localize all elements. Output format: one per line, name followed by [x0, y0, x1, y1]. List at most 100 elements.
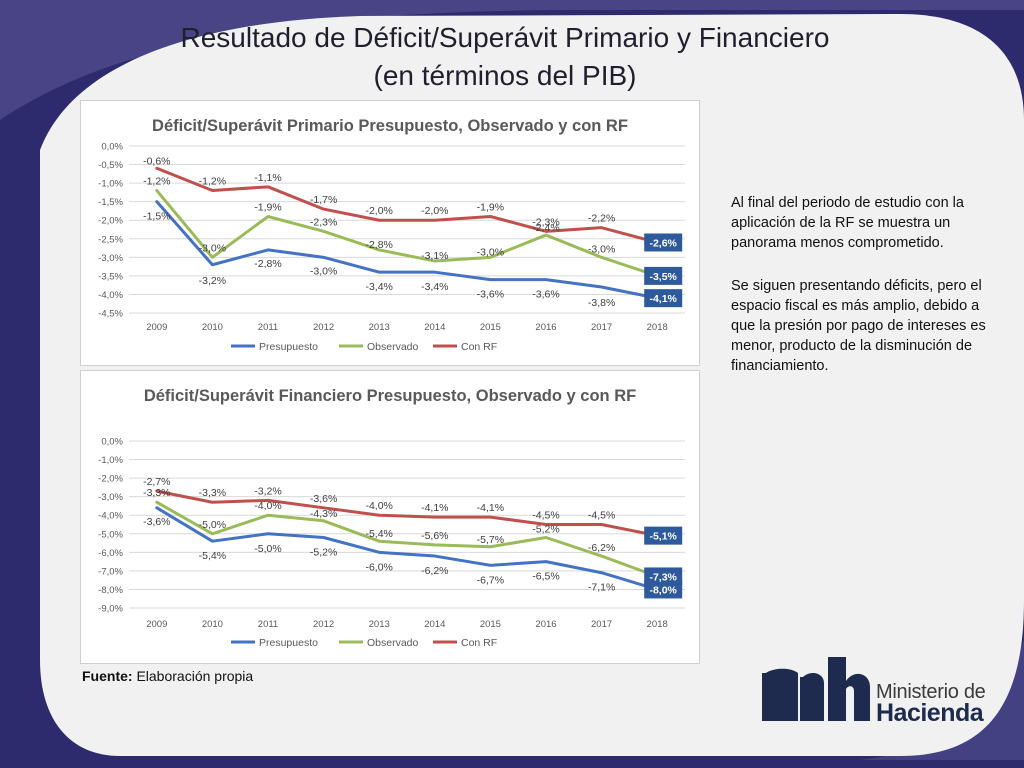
legend-label: Presupuesto	[259, 341, 318, 353]
x-tick-label: 2010	[202, 322, 223, 333]
x-tick-label: 2009	[146, 619, 167, 630]
x-tick-label: 2010	[202, 619, 223, 630]
x-tick-label: 2013	[369, 322, 390, 333]
data-label: -3,0%	[477, 246, 504, 258]
data-label: -5,2%	[532, 523, 559, 535]
y-tick-label: -8,0%	[98, 585, 123, 596]
data-label: -3,3%	[143, 487, 170, 499]
series-line-presupuesto	[155, 506, 659, 591]
data-label: -5,0%	[199, 519, 226, 531]
data-label: -2,7%	[143, 476, 170, 488]
data-label: -2,8%	[365, 239, 392, 251]
y-tick-label: -6,0%	[98, 548, 123, 559]
data-label: -2,0%	[421, 205, 448, 217]
data-label: -3,6%	[532, 289, 559, 301]
data-label: -3,6%	[143, 516, 170, 528]
data-label-box	[644, 567, 683, 586]
y-tick-label: -1,0%	[98, 455, 123, 466]
y-tick-label: -2,0%	[98, 216, 123, 227]
data-label: -4,1%	[477, 502, 504, 514]
series-line-observado	[155, 500, 659, 578]
y-tick-label: -4,0%	[98, 511, 123, 522]
data-label: -1,2%	[199, 176, 226, 188]
data-label: -5,2%	[310, 546, 337, 558]
source-text: Elaboración propia	[132, 668, 254, 684]
legend-label: Observado	[367, 341, 419, 353]
x-tick-label: 2017	[591, 619, 612, 630]
data-label: -3,6%	[477, 289, 504, 301]
data-label-box	[644, 266, 683, 285]
data-label: -2,0%	[365, 205, 392, 217]
y-tick-label: -1,5%	[98, 197, 123, 208]
x-tick-label: 2015	[480, 619, 501, 630]
data-label: -3,3%	[199, 487, 226, 499]
data-label: -6,2%	[421, 565, 448, 577]
slide-title-line1: Resultado de Déficit/Superávit Primario …	[180, 22, 830, 53]
logo-text-ministerio: Ministerio de	[876, 681, 986, 703]
data-label: -3,0%	[310, 265, 337, 277]
data-label: -3,6%	[310, 493, 337, 505]
data-label: -1,5%	[143, 211, 170, 223]
series-line-observado	[155, 189, 659, 278]
slide-title-line2: (en términos del PIB)	[373, 60, 637, 91]
data-label: -6,7%	[477, 574, 504, 586]
data-label: -4,1%	[421, 502, 448, 514]
x-tick-label: 2016	[535, 619, 556, 630]
mh-logo-icon	[762, 657, 870, 721]
data-label: -7,1%	[588, 582, 615, 594]
series-line-presupuesto	[155, 200, 659, 300]
x-tick-label: 2012	[313, 619, 334, 630]
data-label: -1,9%	[254, 202, 281, 214]
data-label: -5,6%	[421, 530, 448, 542]
data-label: -3,1%	[421, 250, 448, 262]
chart-title: Déficit/Superávit Primario Presupuesto, …	[152, 117, 628, 135]
data-label: -2,8%	[254, 258, 281, 270]
data-label: -3,8%	[588, 297, 615, 309]
x-tick-label: 2011	[258, 322, 278, 333]
data-label: -3,4%	[421, 281, 448, 293]
y-tick-label: 0,0%	[101, 142, 123, 153]
data-label: -6,5%	[532, 571, 559, 583]
chart-panel-primario: Déficit/Superávit Primario Presupuesto, …	[80, 100, 700, 366]
data-label: -1,1%	[254, 172, 281, 184]
data-label: -6,2%	[588, 542, 615, 554]
data-label: -6,0%	[365, 561, 392, 573]
logo-text-hacienda: Hacienda	[876, 699, 984, 727]
data-label: -8,0%	[649, 584, 677, 596]
y-tick-label: -9,0%	[98, 604, 123, 615]
data-label: -5,4%	[199, 550, 226, 562]
y-tick-label: -2,5%	[98, 234, 123, 245]
x-tick-label: 2014	[424, 619, 445, 630]
legend-label: Con RF	[461, 637, 497, 649]
x-tick-label: 2012	[313, 322, 334, 333]
data-label: -5,1%	[649, 531, 677, 543]
data-label: -1,2%	[143, 176, 170, 188]
y-tick-label: -5,0%	[98, 529, 123, 540]
data-label: -5,4%	[365, 528, 392, 540]
x-tick-label: 2011	[258, 619, 278, 630]
legend-label: Presupuesto	[259, 637, 318, 649]
legend-label: Con RF	[461, 341, 497, 353]
chart-title: Déficit/Superávit Financiero Presupuesto…	[144, 387, 636, 405]
x-tick-label: 2018	[647, 619, 668, 630]
data-label: -2,2%	[588, 213, 615, 225]
x-tick-label: 2015	[480, 322, 501, 333]
x-tick-label: 2017	[591, 322, 612, 333]
x-tick-label: 2009	[146, 322, 167, 333]
summary-paragraph-2: Se siguen presentando déficits, pero el …	[731, 278, 986, 374]
data-label-box	[644, 233, 683, 252]
y-tick-label: -3,0%	[98, 253, 123, 264]
data-label: -2,3%	[532, 216, 559, 228]
data-label: -4,0%	[365, 500, 392, 512]
chart-primario: Déficit/Superávit Primario Presupuesto, …	[98, 117, 685, 353]
y-tick-label: -4,0%	[98, 290, 123, 301]
data-label: -0,6%	[143, 155, 170, 167]
data-label: -4,1%	[649, 293, 677, 305]
data-label: -5,7%	[477, 534, 504, 546]
y-tick-label: -1,0%	[98, 179, 123, 190]
data-label: -3,4%	[365, 281, 392, 293]
source-note: Fuente: Elaboración propia	[82, 668, 253, 684]
chart-financiero: Déficit/Superávit Financiero Presupuesto…	[98, 387, 685, 649]
chart-panel-financiero: Déficit/Superávit Financiero Presupuesto…	[80, 370, 700, 664]
legend-label: Observado	[367, 637, 419, 649]
